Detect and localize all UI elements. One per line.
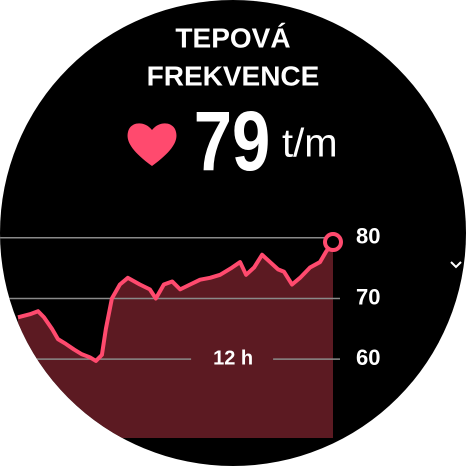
scroll-chevron[interactable] — [450, 261, 462, 269]
area — [17, 242, 334, 438]
latest-point — [323, 232, 343, 253]
y-tick-label: 70 — [356, 284, 380, 309]
current-value: 79 — [194, 95, 271, 189]
x-tick-label: 12 h — [213, 347, 253, 369]
chart — [0, 232, 343, 438]
line — [17, 240, 335, 363]
title: FREKVENCE — [147, 60, 320, 91]
y-tick-label: 60 — [356, 345, 380, 370]
y-tick-label: 80 — [356, 224, 380, 249]
title: TEPOVÁ — [175, 22, 290, 53]
unit: t/m — [282, 122, 338, 166]
heart-icon — [127, 123, 177, 166]
